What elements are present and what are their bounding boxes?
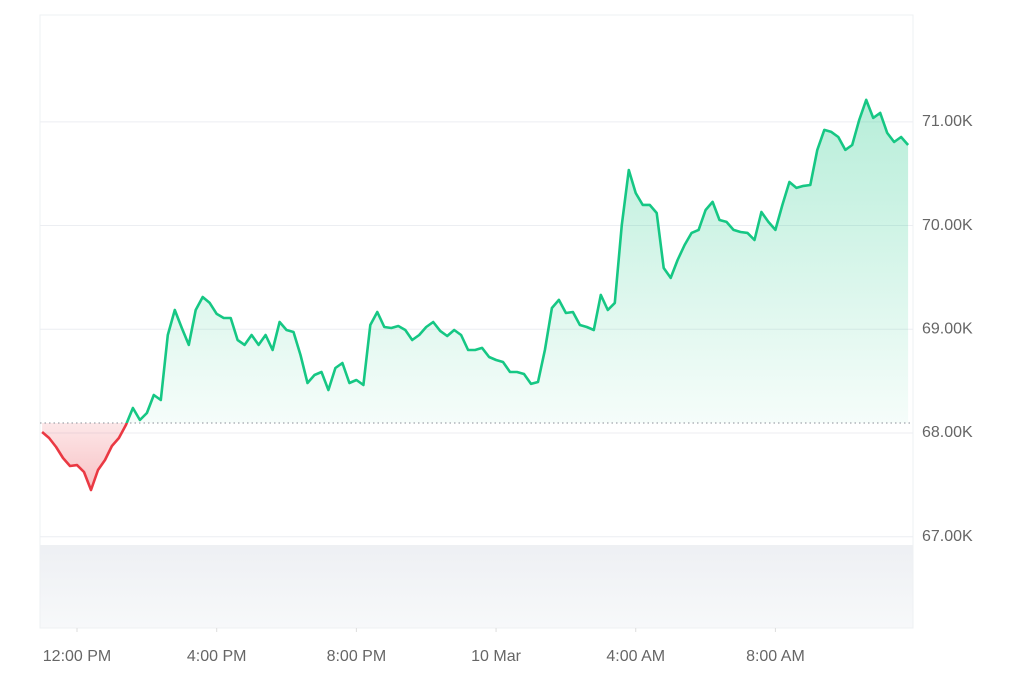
y-tick-label: 68.00K	[922, 424, 973, 441]
y-tick-label: 70.00K	[922, 217, 973, 234]
y-tick-label: 69.00K	[922, 320, 973, 337]
y-tick-label: 67.00K	[922, 528, 973, 545]
volume-band	[40, 545, 913, 628]
x-tick-label: 4:00 PM	[187, 648, 247, 665]
x-tick-label: 12:00 PM	[43, 648, 111, 665]
y-tick-label: 71.00K	[922, 113, 973, 130]
x-tick-label: 10 Mar	[471, 648, 521, 665]
price-line	[41, 98, 910, 492]
plot-frame	[39, 14, 914, 629]
x-tick-label: 8:00 PM	[327, 648, 387, 665]
x-tick-label: 4:00 AM	[606, 648, 665, 665]
x-tick-label: 8:00 AM	[746, 648, 805, 665]
area	[42, 99, 909, 491]
